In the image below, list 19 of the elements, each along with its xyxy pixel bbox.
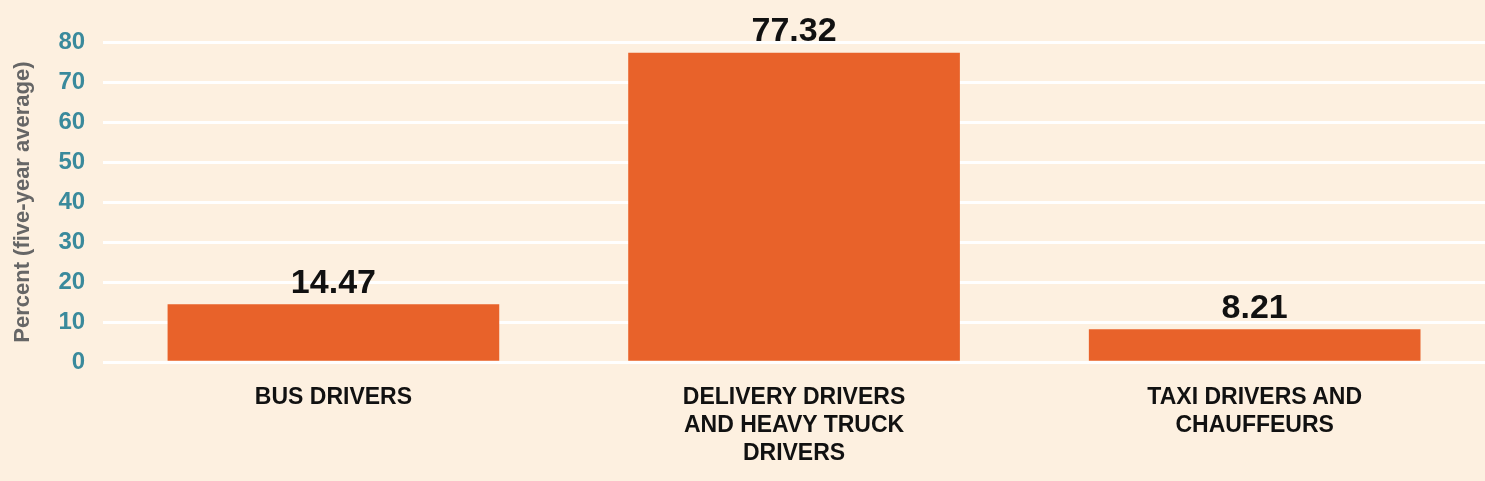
x-tick-label: DELIVERY DRIVERS AND HEAVY TRUCK DRIVERS bbox=[682, 383, 906, 465]
data-label: 8.21 bbox=[1221, 286, 1288, 325]
y-tick-label: 0 bbox=[71, 346, 86, 374]
y-tick-label: 30 bbox=[58, 226, 86, 254]
data-label: 77.32 bbox=[751, 10, 837, 49]
bar bbox=[167, 304, 500, 361]
y-tick-label: 10 bbox=[58, 306, 86, 334]
x-tick-label: TAXI DRIVERS AND CHAUFFEURS bbox=[1147, 383, 1363, 437]
y-tick-label: 80 bbox=[58, 26, 86, 54]
bar bbox=[1088, 329, 1421, 361]
y-tick-label: 40 bbox=[58, 186, 86, 214]
y-tick-label: 70 bbox=[58, 66, 86, 94]
y-axis-title: Percent (five-year average) bbox=[9, 61, 35, 343]
y-tick-label: 60 bbox=[58, 106, 86, 134]
data-label: 14.47 bbox=[290, 261, 376, 300]
x-tick-label: BUS DRIVERS bbox=[254, 383, 413, 410]
bar bbox=[628, 52, 960, 361]
y-tick-label: 20 bbox=[58, 266, 86, 294]
y-tick-label: 50 bbox=[58, 146, 86, 174]
